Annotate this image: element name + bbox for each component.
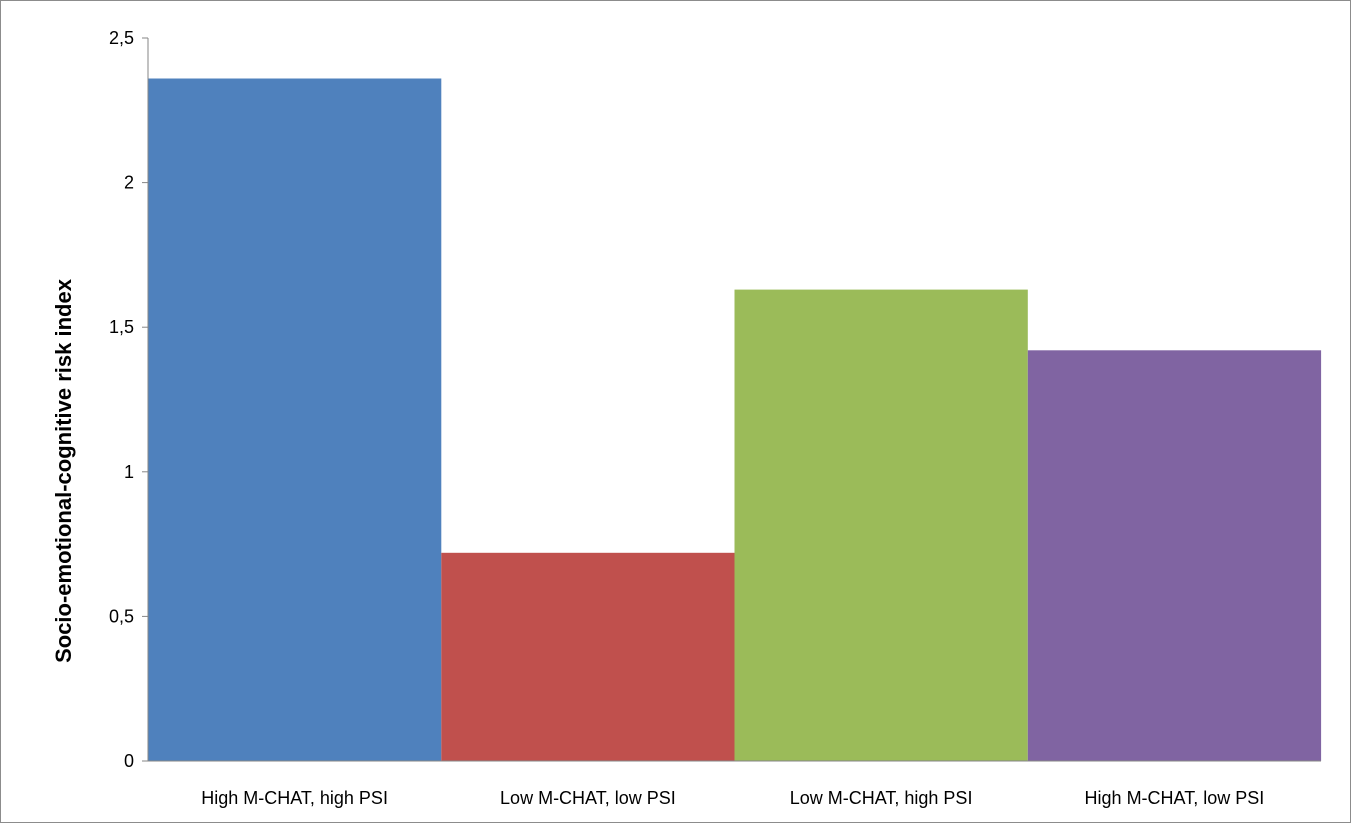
bars-group (148, 78, 1322, 761)
y-tick-label: 2,5 (109, 28, 134, 48)
y-tick-label: 0,5 (109, 606, 134, 626)
x-category-label: High M-CHAT, low PSI (1085, 788, 1265, 808)
y-tick-label: 1,5 (109, 317, 134, 337)
bar-4 (1027, 350, 1322, 761)
x-labels-group: High M-CHAT, high PSI Low M-CHAT, low PSI… (201, 788, 1264, 808)
y-ticks-group: 0 0,5 1 1,5 2 2,5 (109, 28, 148, 771)
x-category-label: Low M-CHAT, high PSI (790, 788, 973, 808)
axes-group (147, 38, 1321, 762)
x-category-label: High M-CHAT, high PSI (201, 788, 388, 808)
y-axis-title: Socio-emotional-cognitive risk index (51, 278, 76, 663)
bar-3 (734, 289, 1028, 761)
x-category-label: Low M-CHAT, low PSI (500, 788, 676, 808)
bar-2 (441, 552, 735, 761)
y-tick-label: 1 (124, 462, 134, 482)
bar-1 (148, 78, 442, 761)
y-tick-label: 0 (124, 751, 134, 771)
y-tick-label: 2 (124, 173, 134, 193)
